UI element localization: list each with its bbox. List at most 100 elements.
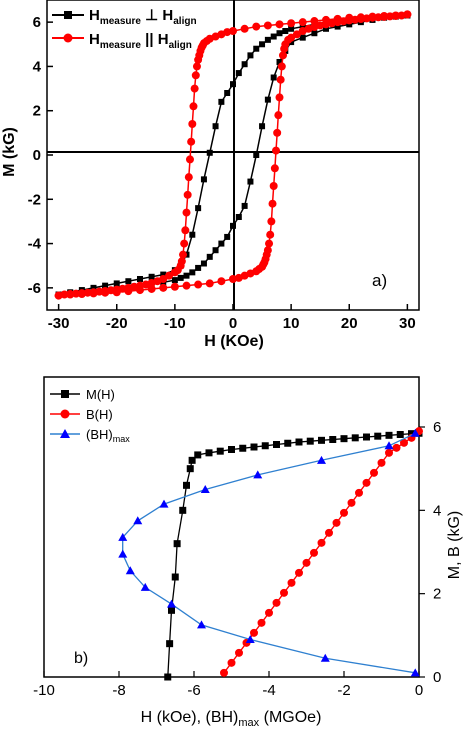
data-point-square [282,28,289,34]
data-point-circle [240,24,249,33]
data-point-square [241,202,248,209]
data-point-circle [263,21,272,30]
data-point-circle [177,257,186,266]
data-point-circle [170,282,179,291]
data-point-circle [185,155,194,164]
data-point-square [363,433,370,441]
data-point-square [212,247,219,254]
data-point-circle [227,658,236,667]
data-point-square [259,123,266,130]
legend-b-entry-3: (BH)max [86,427,130,444]
data-point-triangle [320,653,330,662]
x-tick-label: -6 [187,682,200,699]
data-point-triangle [253,470,263,479]
data-point-circle [54,291,63,300]
data-point-square [168,606,175,614]
data-point-square [183,481,190,489]
panel-a-y-axis-label: M (kG) [1,127,18,177]
legend-a-square-marker [64,11,72,19]
data-point-square [270,74,277,81]
data-point-square [299,23,306,30]
data-point-square [195,264,202,271]
data-point-circle [252,22,261,31]
legend-b-circle-marker [60,409,70,419]
data-point-triangle [118,549,128,558]
data-point-triangle [167,599,176,608]
data-point-square [173,540,181,548]
legend-a-entry-1: Hmeasure ⊥ Halign [89,7,197,27]
data-point-square [137,276,143,282]
data-point-triangle [197,620,206,629]
data-point-square [230,81,236,88]
data-point-square [171,573,179,581]
data-point-circle [391,11,400,20]
data-point-triangle [159,499,169,508]
x-tick-label: -30 [48,315,70,332]
data-point-circle [385,12,394,21]
data-point-circle [380,12,389,21]
data-point-circle [310,548,318,557]
data-point-circle [351,15,360,24]
panel-b-plot-frame [43,376,420,678]
data-point-square [224,90,231,96]
panel-a-label: a) [372,271,387,290]
data-point-circle [184,173,193,182]
legend-a-entry-2: Hmeasure || Halign [89,31,192,51]
data-point-circle [377,458,386,467]
data-point-circle [192,62,201,71]
data-point-circle [165,271,174,280]
data-point-square [239,444,247,452]
panel-b-y-axis-label: M, B (kG) [446,511,463,579]
data-point-circle [77,290,86,299]
data-point-square [247,178,254,185]
data-point-square [228,446,235,453]
data-point-circle [280,588,288,597]
data-point-circle [159,275,168,283]
data-point-square [311,30,318,37]
y-tick-label: 2 [433,586,441,603]
data-point-square [253,45,260,52]
data-point-square [177,274,184,281]
y-tick-label: 0 [33,147,41,164]
data-point-triangle [118,532,128,541]
data-point-circle [229,27,237,35]
data-point-circle [147,284,156,293]
data-point-triangle [140,582,150,591]
data-point-circle [392,443,401,452]
data-point-circle [250,628,258,637]
data-point-square [166,640,174,648]
data-point-square [200,176,207,183]
data-point-square [284,439,292,447]
data-point-square [396,431,404,438]
data-point-square [235,214,242,220]
x-tick-label: -4 [262,682,275,699]
y-tick-label: 4 [433,502,441,519]
data-point-circle [370,468,378,477]
panel-b-demagnetization-chart: -10 -8 -6 -4 -2 00 2 4 6 M(H) B(H) (BH)max b) H … [33,376,463,729]
y-tick-label: 4 [33,58,42,75]
y-tick-label: -6 [28,280,41,297]
legend-b-triangle-marker [60,429,70,438]
data-point-circle [298,27,307,35]
data-point-circle [124,287,133,296]
y-tick-label: -4 [28,236,42,253]
data-point-square [194,451,202,459]
data-point-triangle [384,441,394,450]
data-point-square [385,431,393,439]
data-point-circle [220,668,228,677]
panel-a-series [54,10,412,300]
data-point-triangle [245,635,255,643]
series-line-triangle [122,432,416,674]
data-point-square [205,449,213,457]
data-point-square [253,152,260,158]
data-point-circle [275,20,284,29]
data-point-circle [180,239,189,248]
data-point-circle [235,648,243,657]
data-point-square [264,36,271,43]
data-point-square [195,205,202,212]
data-point-square [323,25,329,32]
data-point-circle [340,508,348,517]
data-point-circle [229,275,237,283]
